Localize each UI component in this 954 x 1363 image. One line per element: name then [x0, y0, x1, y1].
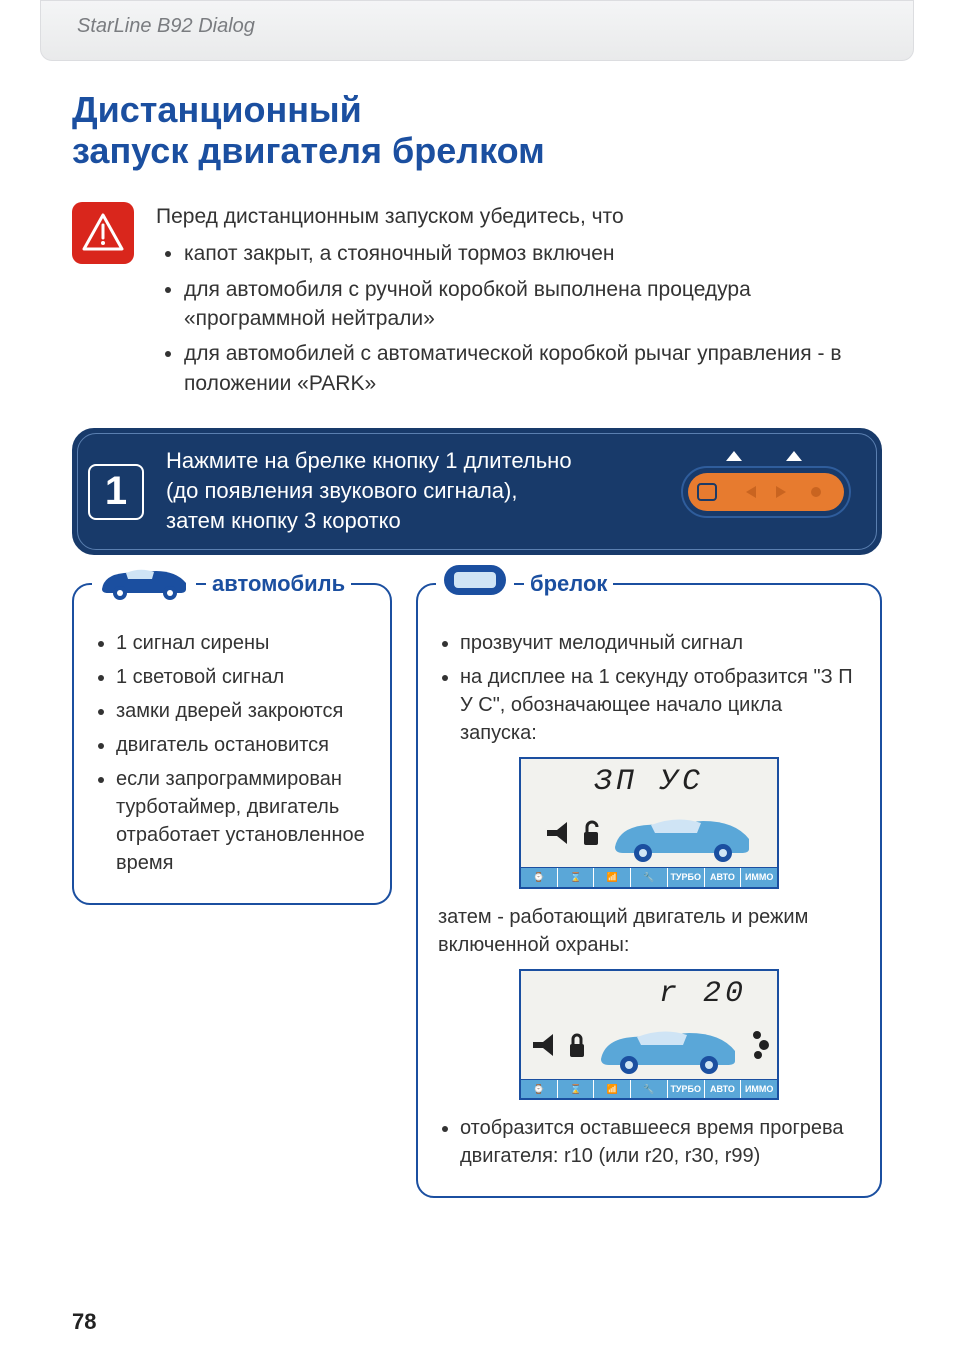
- lcd-car-icon: [607, 803, 757, 863]
- exhaust-icon: [749, 1025, 771, 1065]
- lcd-footer-cell: 📶: [594, 868, 631, 887]
- lcd-footer-cell: ⌚: [521, 868, 558, 887]
- page-title: Дистанционный запуск двигателя брелком: [72, 89, 882, 172]
- auto-panel-label: автомобиль: [206, 569, 351, 600]
- warning-item: для автомобилей с автоматической коробко…: [184, 339, 882, 398]
- page-number: 78: [72, 1309, 96, 1335]
- horn-icon: [541, 816, 575, 850]
- lcd1-car-row: [521, 803, 777, 867]
- page-main: Дистанционный запуск двигателя брелком П…: [0, 61, 954, 1198]
- warning-item: для автомобиля с ручной коробкой выполне…: [184, 275, 882, 334]
- car-icon: [92, 559, 196, 609]
- remote-panel-label: брелок: [524, 569, 613, 600]
- lcd-footer-cell: АВТО: [705, 1080, 742, 1099]
- auto-item: если запрограммирован турботаймер, двига…: [116, 765, 370, 877]
- lcd-display-1: ЗП УС: [519, 757, 779, 889]
- lcd-footer-cell: ТУРБО: [668, 868, 705, 887]
- auto-item: двигатель остановится: [116, 731, 370, 759]
- unlock-icon: [581, 818, 601, 848]
- auto-list: 1 сигнал сирены 1 световой сигнал замки …: [94, 629, 370, 877]
- auto-panel-tab: автомобиль: [92, 559, 351, 609]
- step-line-3: затем кнопку 3 коротко: [166, 508, 401, 533]
- remote-list-bottom: отобразится оставшееся время прогрева дв…: [438, 1114, 860, 1170]
- lcd-display-2: r 20: [519, 969, 779, 1101]
- warning-item: капот закрыт, а стояночный тормоз включе…: [184, 239, 882, 268]
- two-columns: автомобиль 1 сигнал сирены 1 световой си…: [72, 583, 882, 1198]
- remote-mid-text: затем - работающий двигатель и режим вкл…: [438, 903, 860, 959]
- step-line-2: (до появления звукового сигнала),: [166, 478, 517, 503]
- lcd1-footer: ⌚ ⌛ 📶 🔧 ТУРБО АВТО ИММО: [521, 867, 777, 887]
- remote-item: отобразится оставшееся время прогрева дв…: [460, 1114, 860, 1170]
- lcd-footer-cell: ⌛: [558, 868, 595, 887]
- lcd-footer-cell: 🔧: [631, 868, 668, 887]
- lcd-footer-cell: ТУРБО: [668, 1080, 705, 1099]
- header-band: StarLine B92 Dialog: [40, 0, 914, 61]
- step-line-1: Нажмите на брелке кнопку 1 длительно: [166, 448, 572, 473]
- step-text: Нажмите на брелке кнопку 1 длительно (до…: [166, 446, 660, 535]
- auto-item: замки дверей закроются: [116, 697, 370, 725]
- remote-list-top: прозвучит мелодичный сигнал на дисплее н…: [438, 629, 860, 747]
- lcd-footer-cell: 📶: [594, 1080, 631, 1099]
- lcd-footer-cell: ⌛: [558, 1080, 595, 1099]
- lcd-footer-cell: 🔧: [631, 1080, 668, 1099]
- lcd-footer-cell: ИММО: [741, 1080, 777, 1099]
- step-box: 1 Нажмите на брелке кнопку 1 длительно (…: [72, 428, 882, 555]
- remote-panel-tab: брелок: [436, 559, 613, 609]
- remote-icon: [676, 449, 856, 532]
- lcd2-footer: ⌚ ⌛ 📶 🔧 ТУРБО АВТО ИММО: [521, 1079, 777, 1099]
- remote-panel: брелок прозвучит мелодичный сигнал на ди…: [416, 583, 882, 1198]
- auto-panel: автомобиль 1 сигнал сирены 1 световой си…: [72, 583, 392, 905]
- warning-block: Перед дистанционным запуском убедитесь, …: [72, 202, 882, 404]
- keyfob-icon: [436, 559, 514, 609]
- lcd-footer-cell: ИММО: [741, 868, 777, 887]
- warning-icon: [72, 202, 134, 264]
- remote-item: прозвучит мелодичный сигнал: [460, 629, 860, 657]
- lcd2-car-row: [521, 1015, 777, 1079]
- title-line-2: запуск двигателя брелком: [72, 130, 545, 171]
- warning-intro: Перед дистанционным запуском убедитесь, …: [156, 202, 882, 231]
- auto-item: 1 световой сигнал: [116, 663, 370, 691]
- step-number: 1: [88, 464, 144, 520]
- warning-text: Перед дистанционным запуском убедитесь, …: [156, 202, 882, 404]
- lcd-car-icon: [593, 1015, 743, 1075]
- warning-list: капот закрыт, а стояночный тормоз включе…: [156, 239, 882, 398]
- auto-item: 1 сигнал сирены: [116, 629, 370, 657]
- step-inner: Нажмите на брелке кнопку 1 длительно (до…: [77, 433, 877, 550]
- horn-icon: [527, 1028, 561, 1062]
- lcd-footer-cell: АВТО: [705, 868, 742, 887]
- lcd1-digits: ЗП УС: [521, 759, 777, 803]
- lock-icon: [567, 1030, 587, 1060]
- remote-item: на дисплее на 1 секунду отобразится "З П…: [460, 663, 860, 747]
- lcd2-digits: r 20: [521, 971, 777, 1015]
- lcd-footer-cell: ⌚: [521, 1080, 558, 1099]
- title-line-1: Дистанционный: [72, 89, 362, 130]
- product-name: StarLine B92 Dialog: [77, 15, 255, 37]
